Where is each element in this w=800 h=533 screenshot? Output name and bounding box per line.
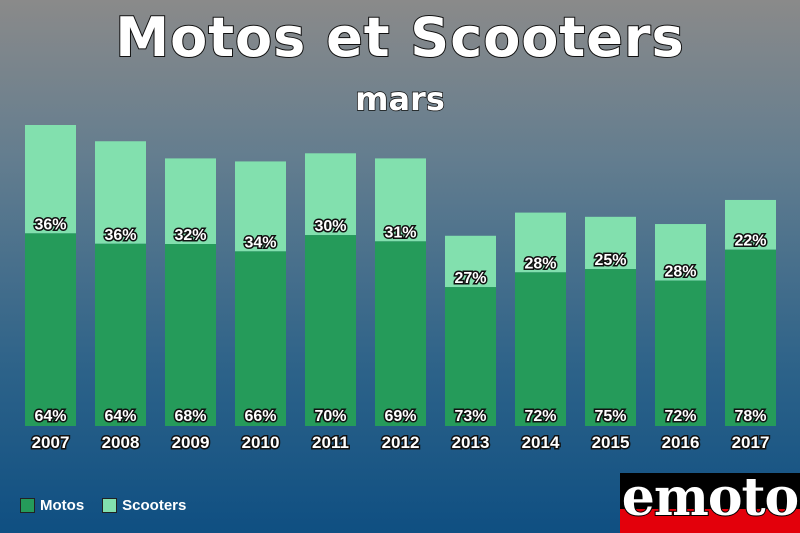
x-tick-2007: 2007 <box>32 433 70 452</box>
legend-item-scooters: Scooters <box>102 497 186 514</box>
legend-label-motos: Motos <box>40 497 85 514</box>
logo-text: emoto <box>621 473 800 529</box>
data-label-motos-2010: 66% <box>244 408 276 425</box>
bar-motos-2012 <box>375 241 426 426</box>
chart-title: Motos et Scooters <box>114 5 685 70</box>
data-label-motos-2009: 68% <box>174 408 206 425</box>
bar-scooters-2012 <box>375 158 426 242</box>
data-label-motos-2015: 75% <box>594 408 626 425</box>
data-label-scooters-2010: 34% <box>244 234 276 251</box>
bar-motos-2015 <box>585 269 636 426</box>
bar-scooters-2010 <box>235 161 286 252</box>
bar-scooters-2009 <box>165 158 216 245</box>
x-tick-2016: 2016 <box>662 433 700 452</box>
x-tick-2011: 2011 <box>312 433 349 452</box>
data-label-scooters-2008: 36% <box>104 227 136 244</box>
bar-scooters-2013 <box>445 235 496 288</box>
x-tick-2014: 2014 <box>522 433 560 452</box>
bar-motos-2011 <box>305 235 356 426</box>
x-tick-2013: 2013 <box>452 433 490 452</box>
bar-scooters-2007 <box>25 125 76 234</box>
data-label-scooters-2013: 27% <box>454 270 486 287</box>
legend-label-scooters: Scooters <box>122 497 187 514</box>
x-tick-2012: 2012 <box>382 433 420 452</box>
data-label-scooters-2017: 22% <box>734 233 766 250</box>
data-label-motos-2013: 73% <box>454 408 486 425</box>
chart-subtitle: mars <box>354 79 445 119</box>
data-label-scooters-2016: 28% <box>664 264 696 281</box>
data-label-scooters-2009: 32% <box>174 227 206 244</box>
bar-motos-2014 <box>515 272 566 426</box>
bar-motos-2009 <box>165 244 216 426</box>
bar-motos-2010 <box>235 251 286 426</box>
data-label-motos-2016: 72% <box>664 408 696 425</box>
bar-motos-2016 <box>655 280 706 426</box>
bar-scooters-2008 <box>95 141 146 244</box>
legend-swatch-scooters <box>102 498 118 513</box>
data-label-scooters-2007: 36% <box>34 216 66 233</box>
bar-scooters-2015 <box>585 216 636 270</box>
bar-scooters-2017 <box>725 199 776 250</box>
legend: Motos Scooters <box>20 497 204 514</box>
data-label-scooters-2014: 28% <box>524 255 556 272</box>
legend-item-motos: Motos <box>20 497 84 514</box>
legend-swatch-motos <box>20 498 35 513</box>
x-tick-2015: 2015 <box>592 433 630 452</box>
bar-scooters-2011 <box>305 153 356 236</box>
bar-motos-2008 <box>95 243 146 426</box>
data-label-motos-2008: 64% <box>104 408 136 425</box>
data-label-motos-2011: 70% <box>314 408 346 425</box>
data-label-scooters-2015: 25% <box>594 252 626 269</box>
bar-scooters-2014 <box>515 212 566 273</box>
data-label-motos-2007: 64% <box>34 408 66 425</box>
x-tick-2010: 2010 <box>242 433 280 452</box>
bar-scooters-2016 <box>655 224 706 281</box>
data-label-motos-2017: 78% <box>734 408 766 425</box>
data-label-scooters-2012: 31% <box>384 224 416 241</box>
data-label-motos-2012: 69% <box>384 408 416 425</box>
bar-motos-2007 <box>25 233 76 426</box>
data-label-scooters-2011: 30% <box>314 218 346 235</box>
x-tick-2008: 2008 <box>102 433 140 452</box>
bar-motos-2017 <box>725 249 776 426</box>
x-tick-2009: 2009 <box>172 433 210 452</box>
x-tick-2017: 2017 <box>732 433 770 452</box>
emoto-logo[interactable]: emoto <box>620 473 800 533</box>
logo-red-band <box>620 509 800 533</box>
data-label-motos-2014: 72% <box>524 408 556 425</box>
bar-motos-2013 <box>445 287 496 426</box>
